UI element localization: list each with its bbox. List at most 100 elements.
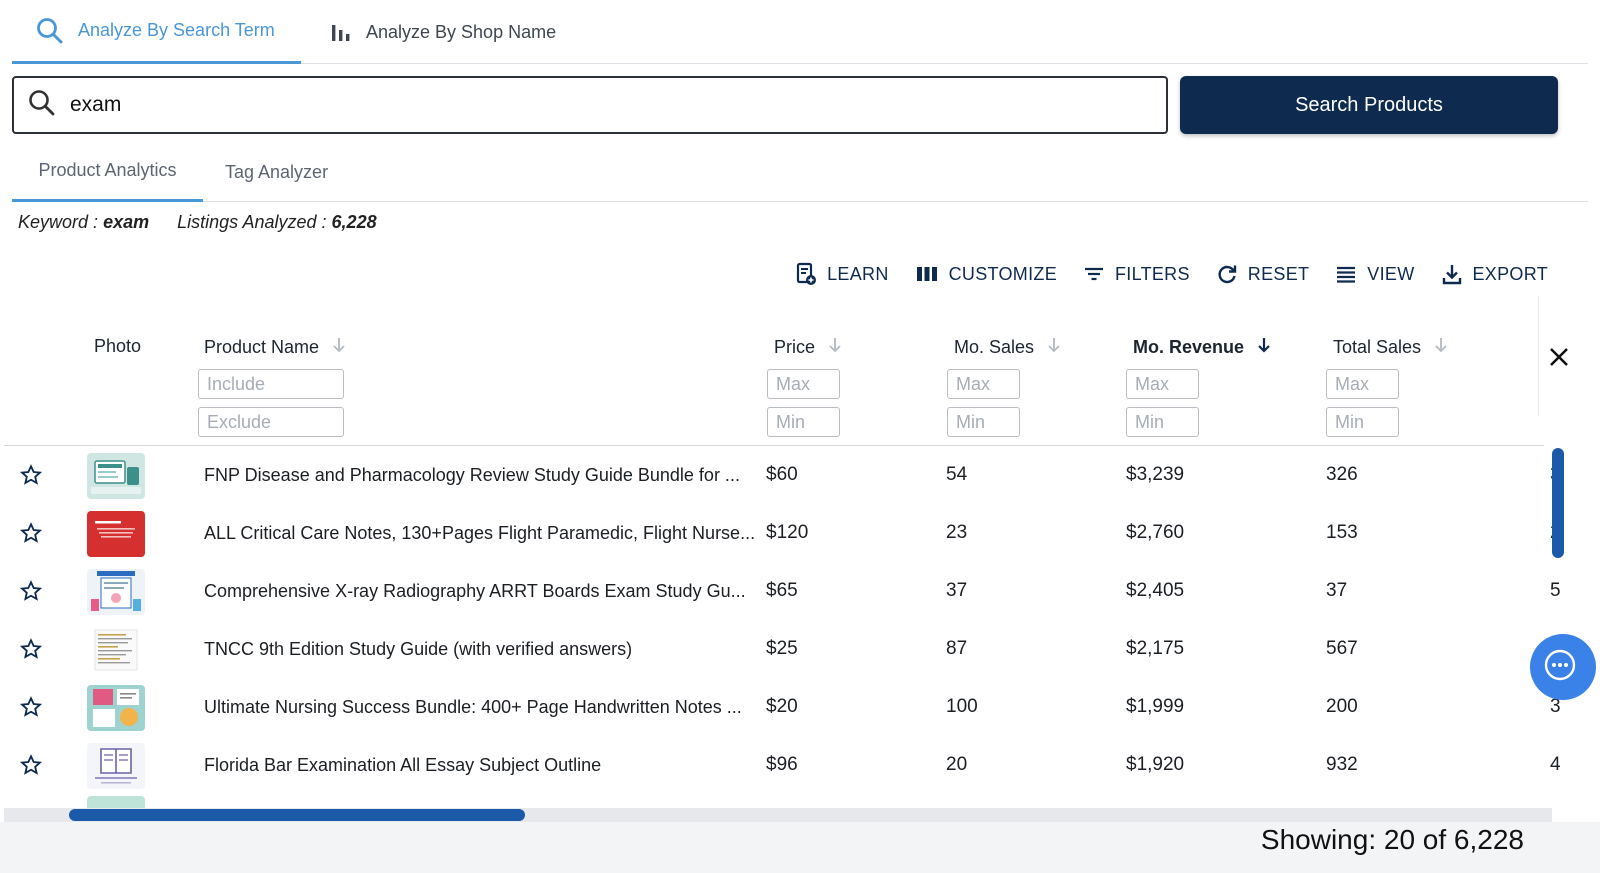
mo-sales-cell: 23 (946, 522, 968, 543)
mo-sales-min-input[interactable] (947, 407, 1020, 437)
tab-analyze-by-shop-name[interactable]: Analyze By Shop Name (330, 0, 556, 64)
pagination-summary: Showing: 20 of 6,228 (1260, 824, 1524, 855)
price-min-input[interactable] (767, 407, 840, 437)
table-row[interactable]: Ultimate Nursing Success Bundle: 400+ Pa… (4, 678, 1561, 736)
product-photo[interactable] (87, 453, 145, 499)
analysis-summary: Keyword : exam Listings Analyzed : 6,228 (18, 212, 377, 233)
header-label: Total Sales (1333, 337, 1422, 357)
table-row[interactable]: Florida Bar Examination All Essay Subjec… (4, 736, 1561, 794)
vertical-scrollbar[interactable] (1552, 448, 1564, 558)
star-outline-icon[interactable] (19, 464, 43, 491)
columns-icon (915, 264, 939, 284)
total-sales-cell: 200 (1326, 696, 1358, 717)
tab-analyze-by-search-term[interactable]: Analyze By Search Term (12, 0, 301, 64)
total-sales-min-input[interactable] (1326, 407, 1399, 437)
tab-tag-analyzer[interactable]: Tag Analyzer (225, 161, 329, 182)
product-photo[interactable] (87, 511, 145, 557)
mo-revenue-cell: $2,760 (1126, 522, 1185, 543)
reset-icon (1216, 263, 1238, 285)
view-button[interactable]: VIEW (1335, 264, 1414, 285)
table-row[interactable]: FNP Disease and Pharmacology Review Stud… (4, 446, 1561, 504)
learn-label: LEARN (827, 263, 889, 284)
total-sales-cell: 153 (1326, 522, 1358, 543)
sort-arrow-icon[interactable] (827, 336, 843, 359)
filters-button[interactable]: FILTERS (1083, 264, 1190, 285)
star-outline-icon[interactable] (19, 638, 43, 665)
product-name[interactable]: Comprehensive X-ray Radiography ARRT Boa… (204, 581, 746, 601)
total-sales-max-input[interactable] (1326, 369, 1399, 399)
top-tab-bar: Analyze By Search Term Analyze By Shop N… (12, 0, 1588, 64)
reset-button[interactable]: RESET (1216, 263, 1310, 285)
product-name[interactable]: FNP Disease and Pharmacology Review Stud… (204, 465, 740, 485)
view-list-icon (1335, 264, 1357, 284)
horizontal-scrollbar[interactable] (69, 809, 525, 821)
mo-sales-max-input[interactable] (947, 369, 1020, 399)
footer-bar (0, 822, 1600, 873)
product-table: Photo Product Name Price Mo. Sales Mo. R… (4, 296, 1568, 822)
search-icon (36, 17, 64, 45)
keyword-summary: Keyword : exam (18, 212, 149, 233)
column-header-mo-sales[interactable]: Mo. Sales (954, 336, 1062, 359)
partial-column-cell: 5 (1550, 580, 1561, 601)
table-row[interactable]: TNCC 9th Edition Study Guide (with verif… (4, 620, 1544, 678)
product-name[interactable]: TNCC 9th Edition Study Guide (with verif… (204, 639, 633, 659)
chat-icon (1542, 647, 1578, 688)
header-label: Product Name (204, 337, 320, 357)
product-photo[interactable] (87, 743, 145, 789)
price-cell: $96 (766, 754, 798, 775)
tab-label: Analyze By Shop Name (366, 21, 557, 42)
keyword-label: Keyword : (18, 212, 99, 232)
price-cell: $25 (766, 638, 798, 659)
total-sales-cell: 326 (1326, 464, 1358, 485)
search-input[interactable] (70, 93, 1110, 117)
product-name-include-input[interactable] (198, 369, 344, 399)
customize-label: CUSTOMIZE (948, 263, 1057, 284)
tab-product-analytics[interactable]: Product Analytics (12, 142, 203, 202)
export-button[interactable]: EXPORT (1441, 263, 1549, 285)
header-label: Price (774, 337, 816, 357)
mo-sales-cell: 54 (946, 464, 968, 485)
header-label: Mo. Revenue (1133, 337, 1245, 357)
mo-revenue-cell: $2,175 (1126, 638, 1185, 659)
mo-revenue-cell: $2,405 (1126, 580, 1185, 601)
column-header-price[interactable]: Price (774, 336, 843, 359)
sort-arrow-icon[interactable] (1433, 336, 1449, 359)
learn-button[interactable]: LEARN (795, 262, 889, 286)
sort-arrow-icon[interactable] (1256, 336, 1272, 359)
product-name[interactable]: ALL Critical Care Notes, 130+Pages Fligh… (204, 523, 756, 543)
column-header-mo-revenue[interactable]: Mo. Revenue (1133, 336, 1272, 359)
product-name[interactable]: Florida Bar Examination All Essay Subjec… (204, 755, 602, 775)
star-outline-icon[interactable] (19, 754, 43, 781)
price-cell: $60 (766, 464, 798, 485)
star-outline-icon[interactable] (19, 580, 43, 607)
column-header-total-sales[interactable]: Total Sales (1333, 336, 1449, 359)
column-header-product-name[interactable]: Product Name (204, 336, 347, 359)
search-products-button[interactable]: Search Products (1180, 76, 1558, 134)
customize-button[interactable]: CUSTOMIZE (915, 264, 1057, 285)
sort-arrow-icon[interactable] (331, 336, 347, 359)
listings-value: 6,228 (331, 212, 377, 232)
price-max-input[interactable] (767, 369, 840, 399)
partial-column-cell: 3 (1550, 696, 1561, 717)
product-photo[interactable] (87, 685, 145, 731)
total-sales-cell: 567 (1326, 638, 1358, 659)
mo-revenue-max-input[interactable] (1126, 369, 1199, 399)
filter-icon (1083, 264, 1105, 284)
product-photo[interactable] (87, 569, 145, 615)
reset-label: RESET (1247, 263, 1310, 284)
search-box (12, 76, 1168, 134)
star-outline-icon[interactable] (19, 696, 43, 723)
mo-revenue-min-input[interactable] (1126, 407, 1199, 437)
product-name[interactable]: Ultimate Nursing Success Bundle: 400+ Pa… (204, 697, 742, 717)
table-row[interactable]: Comprehensive X-ray Radiography ARRT Boa… (4, 562, 1561, 620)
price-cell: $120 (766, 522, 809, 543)
close-icon[interactable] (1548, 346, 1568, 373)
table-row[interactable]: ALL Critical Care Notes, 130+Pages Fligh… (4, 504, 1561, 562)
sub-tab-bar: Product Analytics Tag Analyzer (12, 142, 1588, 202)
product-photo[interactable] (87, 627, 145, 673)
chat-button[interactable] (1530, 634, 1596, 700)
sort-arrow-icon[interactable] (1046, 336, 1062, 359)
mo-sales-cell: 100 (946, 696, 978, 717)
product-name-exclude-input[interactable] (198, 407, 344, 437)
star-outline-icon[interactable] (19, 522, 43, 549)
